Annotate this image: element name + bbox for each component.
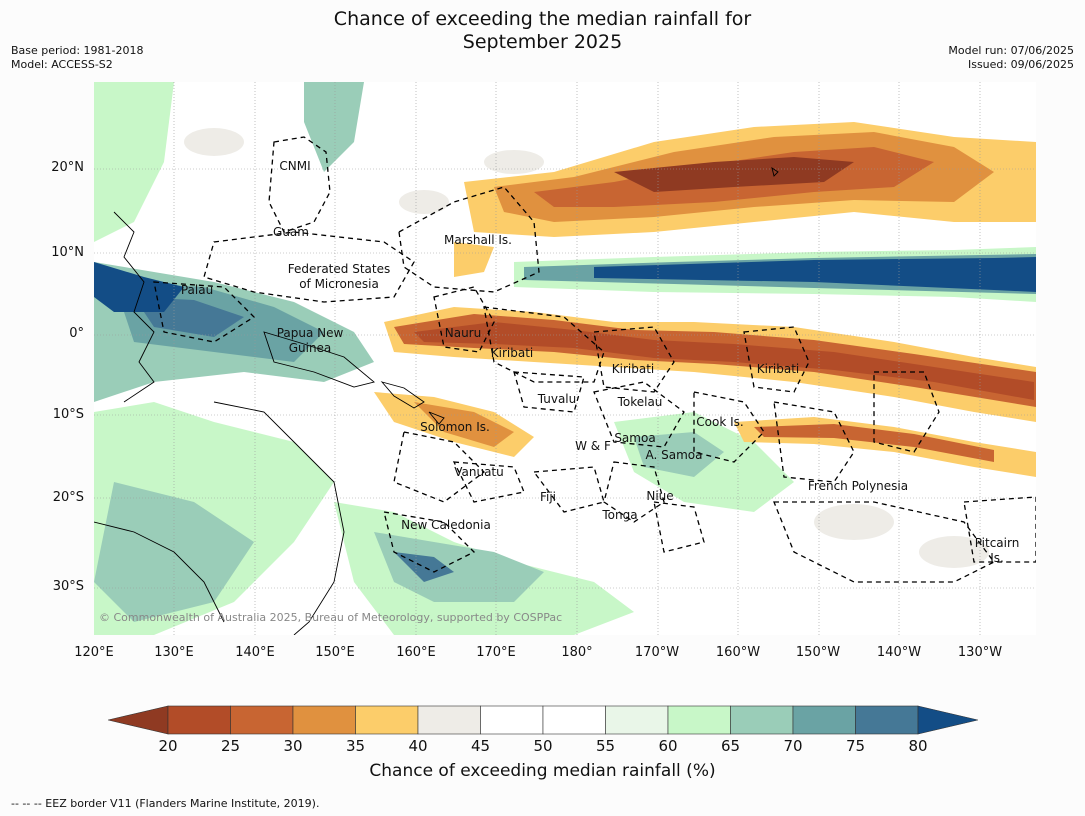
label-png-line2: Guinea [289, 341, 332, 355]
lon-tick: 170°E [476, 645, 516, 660]
eez-borders [153, 136, 1036, 583]
label-palau: Palau [181, 283, 213, 297]
dry-anomalies [374, 122, 1036, 477]
label-vanuatu: Vanuatu [454, 465, 504, 479]
label-cook-islands: Cook Is. [696, 415, 743, 429]
label-marshall-islands: Marshall Is. [444, 233, 512, 247]
label-pitcairn-line1: Pitcairn [975, 536, 1020, 550]
lat-tick: 20°N [51, 160, 84, 175]
colorbar-title: Chance of exceeding median rainfall (%) [369, 761, 716, 781]
coastlines [94, 166, 779, 635]
colorbar-swatch [542, 705, 606, 735]
colorbar-tick-label: 25 [220, 737, 241, 755]
label-french-polynesia: French Polynesia [808, 479, 908, 493]
copyright-notice: © Commonwealth of Australia 2025, Bureau… [99, 611, 562, 624]
footnote: -- -- -- EEZ border V11 (Flanders Marine… [11, 797, 320, 810]
near-normal-areas [184, 128, 989, 568]
colorbar-tick-label: 30 [283, 737, 303, 755]
title-line-1: Chance of exceeding the median rainfall … [333, 8, 752, 30]
label-cnmi: CNMI [279, 159, 310, 173]
colorbar-swatch [355, 705, 419, 735]
colorbar-swatch [667, 705, 731, 735]
graticule [94, 82, 1036, 635]
colorbar-tick-label: 70 [783, 737, 803, 755]
label-tonga: Tonga [601, 508, 637, 522]
lon-tick: 160°W [715, 645, 761, 660]
label-kiribati-gilbert: Kiribati [491, 346, 533, 360]
lon-tick: 130°E [154, 645, 194, 660]
colorbar-swatch [292, 705, 356, 735]
colorbar-tick-label: 20 [158, 737, 178, 755]
colorbar-tick-label: 40 [408, 737, 428, 755]
model-name: Model: ACCESS-S2 [11, 58, 113, 71]
base-period: Base period: 1981-2018 [11, 44, 144, 57]
lat-tick: 20°S [52, 490, 84, 505]
label-guam: Guam [273, 225, 309, 239]
region-labels: CNMI Guam Marshall Is. Federated States … [181, 159, 1019, 565]
lon-tick: 170°W [634, 645, 680, 660]
lat-tick: 10°S [52, 407, 84, 422]
colorbar-swatch [730, 705, 794, 735]
colorbar-tick-label: 75 [845, 737, 866, 755]
model-run: Model run: 07/06/2025 [948, 44, 1074, 57]
lat-tick: 30°S [52, 579, 84, 594]
rainfall-map: CNMI Guam Marshall Is. Federated States … [94, 82, 1036, 635]
model-info: Base period: 1981-2018 Model: ACCESS-S2 [11, 44, 143, 72]
issued-date: Issued: 09/06/2025 [967, 58, 1074, 71]
label-fiji: Fiji [540, 490, 556, 504]
colorbar-swatch [230, 705, 294, 735]
label-niue: Niue [646, 489, 673, 503]
run-info: Model run: 07/06/2025 Issued: 09/06/2025 [948, 44, 1074, 72]
label-png-line1: Papua New [277, 326, 344, 340]
lat-tick: 10°N [51, 245, 84, 260]
label-new-caledonia: New Caledonia [401, 518, 491, 532]
label-kiribati-line: Kiribati [757, 362, 799, 376]
colorbar-tick-label: 35 [345, 737, 366, 755]
lon-tick: 180° [561, 645, 593, 660]
title-line-2: September 2025 [462, 31, 623, 53]
label-nauru: Nauru [445, 326, 481, 340]
lat-tick: 0° [69, 326, 84, 341]
label-fsm-line2: of Micronesia [299, 277, 379, 291]
colorbar-swatch [855, 705, 919, 735]
colorbar-swatch [792, 705, 856, 735]
lon-tick: 130°W [957, 645, 1003, 660]
label-pitcairn-line2: Is. [990, 551, 1004, 565]
colorbar-tick-label: 60 [658, 737, 678, 755]
colorbar-tick-label: 45 [470, 737, 491, 755]
label-fsm-line1: Federated States [288, 262, 390, 276]
colorbar-arrow-low [108, 705, 169, 735]
colorbar-tick-label: 50 [533, 737, 553, 755]
colorbar-swatch [417, 705, 481, 735]
colorbar-arrow-high [917, 705, 978, 735]
label-wallis-futuna: W & F [575, 439, 611, 453]
colorbar-swatch [167, 705, 231, 735]
lon-tick: 160°E [396, 645, 436, 660]
lon-tick: 150°W [795, 645, 841, 660]
label-samoa: Samoa [614, 431, 655, 445]
colorbar-swatch [480, 705, 544, 735]
lon-tick: 150°E [315, 645, 355, 660]
colorbar [108, 705, 978, 735]
map-title: Chance of exceeding the median rainfall … [0, 8, 1085, 54]
label-tuvalu: Tuvalu [537, 392, 577, 406]
colorbar-tick-label: 80 [908, 737, 928, 755]
lon-tick: 140°E [235, 645, 275, 660]
label-tokelau: Tokelau [617, 395, 663, 409]
label-kiribati-phoenix: Kiribati [612, 362, 654, 376]
lon-tick: 120°E [74, 645, 114, 660]
colorbar-tick-label: 65 [720, 737, 741, 755]
label-american-samoa: A. Samoa [646, 448, 703, 462]
colorbar-swatch [605, 705, 669, 735]
lon-tick: 140°W [876, 645, 922, 660]
colorbar-tick-label: 55 [595, 737, 616, 755]
label-solomon-islands: Solomon Is. [420, 420, 490, 434]
